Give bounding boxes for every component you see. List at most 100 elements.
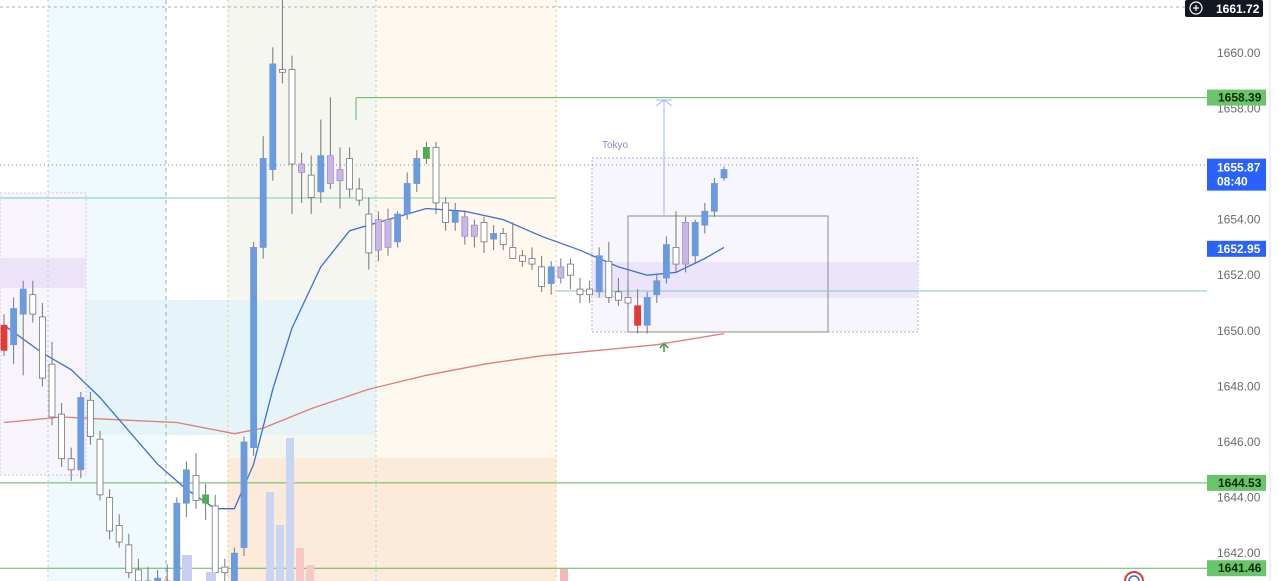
- candle[interactable]: [106, 489, 113, 540]
- candle[interactable]: [48, 341, 56, 426]
- candle[interactable]: [720, 166, 728, 181]
- candle[interactable]: [10, 297, 18, 365]
- candle[interactable]: [682, 216, 689, 273]
- candle-body: [182, 469, 190, 504]
- candle[interactable]: [461, 211, 469, 245]
- crosshair-price-tag[interactable]: 1661.72: [1185, 0, 1263, 17]
- candle[interactable]: [269, 47, 277, 181]
- candle[interactable]: [182, 461, 190, 518]
- candle[interactable]: [538, 255, 545, 292]
- candle[interactable]: [163, 564, 171, 581]
- candle[interactable]: [278, 0, 286, 84]
- candle[interactable]: [202, 483, 210, 520]
- candle[interactable]: [240, 436, 248, 556]
- logo-icon: [1124, 571, 1144, 581]
- candle[interactable]: [643, 291, 651, 334]
- candle[interactable]: [634, 289, 641, 334]
- candle[interactable]: [0, 314, 8, 356]
- candle[interactable]: [259, 136, 267, 259]
- candles[interactable]: [0, 0, 728, 581]
- candle[interactable]: [125, 533, 133, 579]
- candle[interactable]: [711, 177, 718, 217]
- tokyo-inner-box: [627, 215, 829, 333]
- volume-bar: [266, 492, 274, 581]
- candle[interactable]: [374, 211, 382, 262]
- candle[interactable]: [19, 280, 27, 376]
- candle[interactable]: [605, 241, 613, 304]
- candle[interactable]: [519, 250, 526, 267]
- plus-circle-icon[interactable]: [1189, 1, 1203, 15]
- candle[interactable]: [509, 222, 517, 259]
- candle[interactable]: [288, 55, 296, 215]
- candle[interactable]: [384, 208, 392, 256]
- candle[interactable]: [653, 275, 661, 304]
- candle[interactable]: [595, 247, 603, 298]
- candle[interactable]: [58, 403, 65, 468]
- candle[interactable]: [557, 258, 565, 284]
- candle[interactable]: [336, 147, 344, 209]
- candle[interactable]: [173, 497, 181, 581]
- candle[interactable]: [77, 391, 85, 479]
- candle[interactable]: [499, 227, 507, 251]
- candle-body: [298, 163, 306, 173]
- candle-body: [480, 221, 488, 243]
- candle[interactable]: [39, 303, 46, 387]
- candle[interactable]: [691, 219, 699, 265]
- candle-body: [624, 297, 632, 304]
- candle-body: [374, 219, 382, 251]
- candle-body: [365, 213, 373, 254]
- candle[interactable]: [307, 155, 315, 215]
- candle[interactable]: [317, 119, 325, 203]
- candle[interactable]: [586, 280, 593, 304]
- candle[interactable]: [96, 430, 104, 501]
- candle[interactable]: [403, 172, 411, 220]
- candle[interactable]: [663, 236, 670, 284]
- candle[interactable]: [67, 447, 75, 481]
- tokyo-mid-band: [592, 262, 918, 298]
- candle[interactable]: [365, 197, 373, 270]
- candle[interactable]: [29, 280, 37, 323]
- candle[interactable]: [154, 569, 162, 581]
- candle[interactable]: [528, 247, 536, 270]
- price-tick-label: 1644.00: [1217, 491, 1261, 505]
- candle-body: [192, 474, 200, 501]
- candle-body: [240, 441, 248, 549]
- candle[interactable]: [490, 225, 498, 251]
- candle[interactable]: [576, 277, 584, 304]
- tokyo-label: Tokyo: [602, 140, 629, 151]
- candle[interactable]: [115, 514, 123, 548]
- top-price-value: 1661.72: [1216, 2, 1260, 16]
- price-axis[interactable]: 1642.00 1644.00 1646.00 1648.00 1650.00 1652.…: [1217, 0, 1271, 581]
- candle[interactable]: [394, 211, 402, 248]
- candle[interactable]: [87, 391, 94, 445]
- candle[interactable]: [413, 150, 421, 192]
- candle[interactable]: [422, 141, 430, 165]
- candle[interactable]: [672, 211, 680, 273]
- candle[interactable]: [326, 97, 334, 190]
- slow-ma-line: [3, 332, 725, 435]
- candle[interactable]: [470, 219, 478, 248]
- candle[interactable]: [567, 258, 574, 290]
- candle[interactable]: [250, 241, 258, 456]
- candle[interactable]: [451, 202, 459, 231]
- candle-body: [422, 146, 430, 159]
- candle[interactable]: [355, 177, 363, 206]
- candle[interactable]: [298, 152, 306, 203]
- candle-body: [10, 308, 18, 346]
- candle[interactable]: [442, 197, 450, 231]
- candle[interactable]: [221, 558, 229, 581]
- candle-body: [355, 188, 363, 201]
- candle[interactable]: [547, 261, 555, 295]
- candle[interactable]: [480, 216, 488, 253]
- candle[interactable]: [624, 280, 632, 309]
- candle-body: [547, 266, 555, 284]
- candle[interactable]: [346, 147, 354, 198]
- candle[interactable]: [192, 453, 200, 509]
- candle[interactable]: [144, 567, 152, 581]
- candle[interactable]: [615, 277, 622, 306]
- candle[interactable]: [211, 494, 219, 581]
- candle[interactable]: [432, 141, 440, 215]
- candle[interactable]: [701, 202, 709, 234]
